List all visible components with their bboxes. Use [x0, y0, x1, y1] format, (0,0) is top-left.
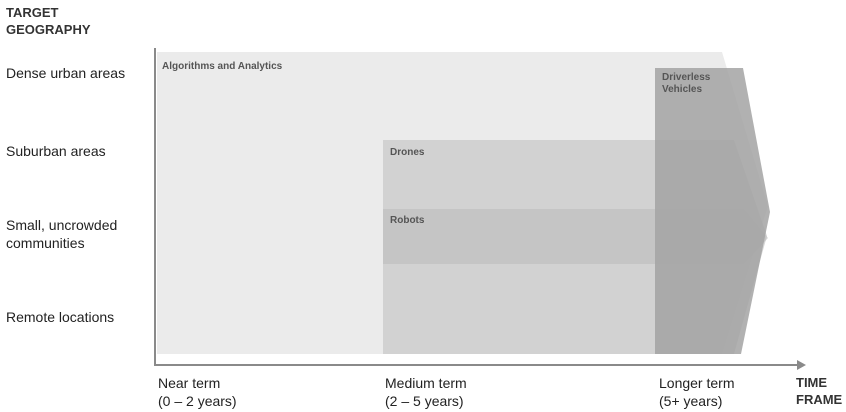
row-label-remote: Remote locations: [6, 308, 114, 326]
band-label-line1: Robots: [390, 215, 425, 226]
y-axis-title-line2: GEOGRAPHY: [6, 22, 91, 37]
row-label-line1: Small, uncrowded: [6, 217, 118, 233]
column-label-medium-term: Medium term (2 – 5 years): [385, 374, 467, 410]
x-axis-title-line1: TIME: [796, 375, 828, 390]
band-label-line2: Vehicles: [662, 84, 703, 95]
x-axis-arrowhead: [797, 360, 806, 370]
row-label-line1: Remote locations: [6, 309, 115, 325]
column-label-line1: Near term: [158, 375, 221, 391]
row-label-suburban: Suburban areas: [6, 142, 106, 160]
x-axis-title-line2: FRAME: [796, 392, 843, 407]
y-axis-title-line1: TARGET: [6, 5, 59, 20]
column-label-line2: (0 – 2 years): [158, 393, 237, 409]
y-axis-title: TARGET GEOGRAPHY: [6, 4, 91, 38]
column-label-near-term: Near term (0 – 2 years): [158, 374, 237, 410]
x-axis-title: TIME FRAME: [796, 374, 842, 408]
column-label-longer-term: Longer term (5+ years): [659, 374, 734, 410]
band-label-drones: Drones: [390, 147, 424, 159]
row-label-line1: Suburban areas: [6, 143, 106, 159]
row-label-line1: Dense urban areas: [6, 65, 126, 81]
band-label-robots: Robots: [390, 215, 424, 227]
band-label-line1: Drones: [390, 147, 425, 158]
band-label-driverless-vehicles: Driverless Vehicles: [662, 72, 710, 96]
band-label-line1: Algorithms and Analytics: [162, 61, 283, 72]
column-label-line1: Longer term: [659, 375, 735, 391]
band-label-algorithms-analytics: Algorithms and Analytics: [162, 61, 282, 73]
band-driverless-vehicles: [655, 68, 770, 354]
column-label-line1: Medium term: [385, 375, 467, 391]
band-label-line1: Driverless: [662, 72, 711, 83]
row-label-small-communities: Small, uncrowded communities: [6, 216, 117, 252]
column-label-line2: (2 – 5 years): [385, 393, 464, 409]
column-label-line2: (5+ years): [659, 393, 723, 409]
row-label-dense-urban: Dense urban areas: [6, 64, 125, 82]
row-label-line2: communities: [6, 235, 85, 251]
